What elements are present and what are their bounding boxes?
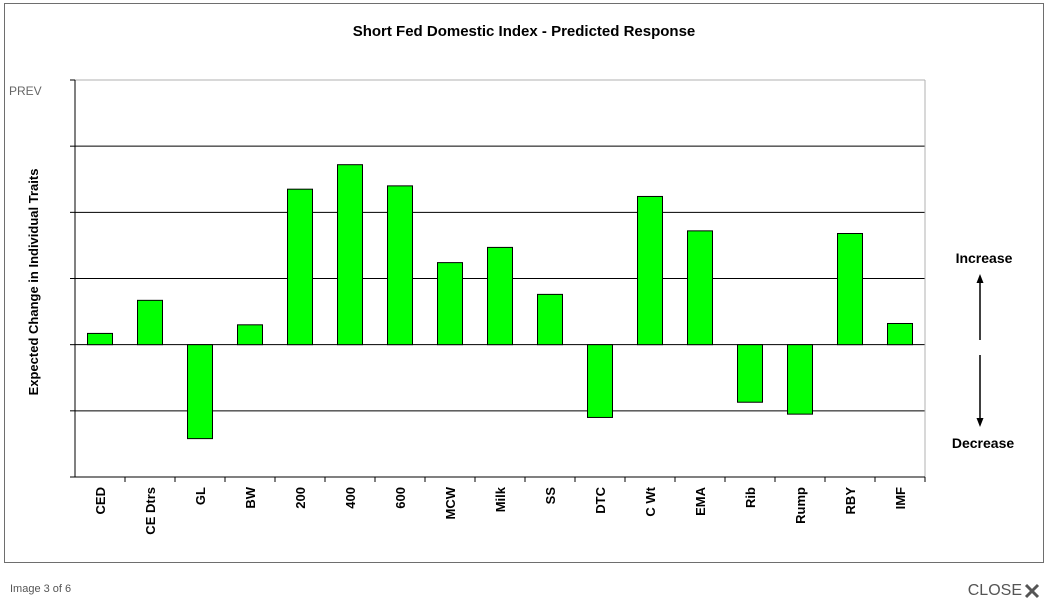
x-tick-label: DTC [593,486,608,513]
axes [70,79,926,482]
bar-rib [737,344,763,403]
x-tick-label: Rump [793,487,808,524]
increase-annotation: Increase [956,250,1013,266]
x-tick-label: 400 [343,487,358,509]
x-tick-label: 200 [293,487,308,509]
x-tick-label: 600 [393,487,408,509]
bars [87,164,913,440]
close-x-icon [1024,583,1040,599]
bar-600 [387,185,413,346]
bar-rby [837,233,863,346]
x-tick-label: GL [193,487,208,505]
bar-ema [687,230,713,346]
bar-rump [787,344,813,415]
bar-gl [187,344,213,440]
bar-chart: Short Fed Domestic Index - Predicted Res… [26,23,1014,535]
chart-frame: Short Fed Domestic Index - Predicted Res… [4,3,1044,563]
bar-ce-dtrs [137,299,163,346]
arrow-down-icon [976,355,984,427]
arrow-up-icon [976,274,984,340]
x-tick-label: IMF [893,487,908,509]
close-label: CLOSE [967,582,1022,599]
bar-ss [537,293,563,346]
x-tick-label: EMA [693,486,708,516]
x-tick-label: C Wt [643,486,658,516]
x-tick-label: BW [243,486,258,508]
bar-ced [87,332,113,346]
x-tick-label: CE Dtrs [143,487,158,535]
chart-title: Short Fed Domestic Index - Predicted Res… [353,23,696,40]
x-tick-label: CED [93,487,108,514]
bar-400 [337,164,363,346]
x-tick-label: Milk [493,486,508,512]
bar-imf [887,322,913,346]
prev-button[interactable]: PREV [9,84,42,98]
close-button[interactable]: CLOSE [968,582,1040,600]
annotations: Increase Decrease [952,250,1014,451]
x-tick-labels: CED CE Dtrs GL BW 200 400 600 MCW Milk SS DTC C Wt E… [93,486,908,534]
decrease-annotation: Decrease [952,435,1014,451]
bar-dtc [587,344,613,418]
image-counter: Image 3 of 6 [10,583,72,595]
bar-mcw [437,262,463,346]
x-tick-label: RBY [843,487,858,515]
x-tick-label: SS [543,487,558,505]
bar-bw [237,324,263,346]
bar-200 [287,188,313,346]
bar-c-wt [637,195,663,346]
y-axis-label: Expected Change in Individual Traits [26,169,41,396]
x-tick-label: Rib [743,487,758,508]
bar-milk [487,246,513,346]
x-tick-label: MCW [443,486,458,519]
